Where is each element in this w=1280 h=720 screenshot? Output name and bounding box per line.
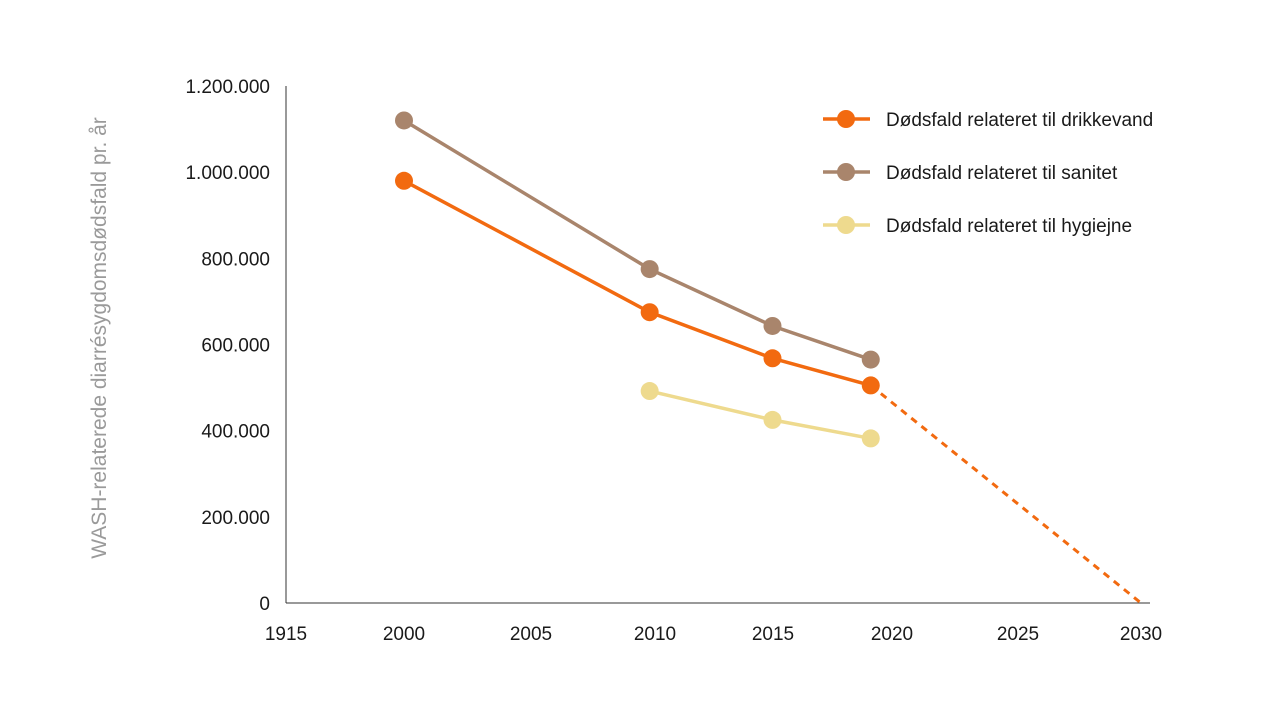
data-point — [640, 260, 659, 279]
series-2 — [395, 111, 880, 369]
legend-item: Dødsfald relateret til drikkevand — [823, 110, 1153, 131]
data-point — [861, 376, 880, 395]
x-tick-label: 1915 — [265, 624, 307, 645]
legend-marker — [837, 216, 855, 234]
x-tick-label: 2005 — [510, 624, 552, 645]
series-1 — [395, 171, 1142, 605]
legend-label: Dødsfald relateret til hygiejne — [886, 216, 1132, 237]
series-3 — [640, 382, 880, 448]
series-group — [395, 111, 1142, 605]
legend: Dødsfald relateret til drikkevand Dødsfal… — [823, 110, 1153, 237]
data-point — [763, 410, 782, 429]
legend-marker — [837, 163, 855, 181]
y-tick-label: 1.200.000 — [185, 77, 270, 98]
data-point — [861, 350, 880, 369]
y-tick-label: 1.000.000 — [185, 163, 270, 184]
y-tick-label: 600.000 — [201, 336, 270, 357]
data-point — [763, 316, 782, 335]
projection-line — [869, 384, 1142, 605]
data-point — [861, 429, 880, 448]
y-axis-label: WASH-relaterede diarrésygdomsdødsfald pr… — [88, 117, 111, 559]
x-tick-label: 2010 — [634, 624, 676, 645]
x-tick-labels: 1915 2000 2005 2010 2015 2020 2025 2030 — [265, 624, 1162, 645]
series-line — [403, 118, 872, 362]
x-tick-label: 2030 — [1120, 624, 1162, 645]
series-line — [403, 179, 872, 388]
data-point — [640, 382, 659, 401]
legend-label: Dødsfald relateret til sanitet — [886, 163, 1118, 184]
y-tick-label: 400.000 — [201, 422, 270, 443]
legend-item: Dødsfald relateret til hygiejne — [823, 216, 1132, 237]
y-tick-label: 0 — [259, 594, 270, 615]
x-tick-label: 2025 — [997, 624, 1039, 645]
series-line — [649, 389, 872, 441]
data-point — [395, 171, 413, 190]
data-point — [763, 349, 782, 368]
y-tick-labels: 0 200.000 400.000 600.000 800.000 1.000.000 1.… — [185, 77, 270, 615]
legend-label: Dødsfald relateret til drikkevand — [886, 110, 1153, 131]
x-tick-label: 2020 — [871, 624, 913, 645]
y-tick-label: 200.000 — [201, 508, 270, 529]
x-tick-label: 2000 — [383, 624, 425, 645]
data-point — [395, 111, 413, 130]
data-point — [640, 303, 659, 322]
y-tick-label: 800.000 — [201, 249, 270, 270]
legend-item: Dødsfald relateret til sanitet — [823, 163, 1118, 184]
legend-marker — [837, 110, 855, 128]
x-tick-label: 2015 — [752, 624, 794, 645]
